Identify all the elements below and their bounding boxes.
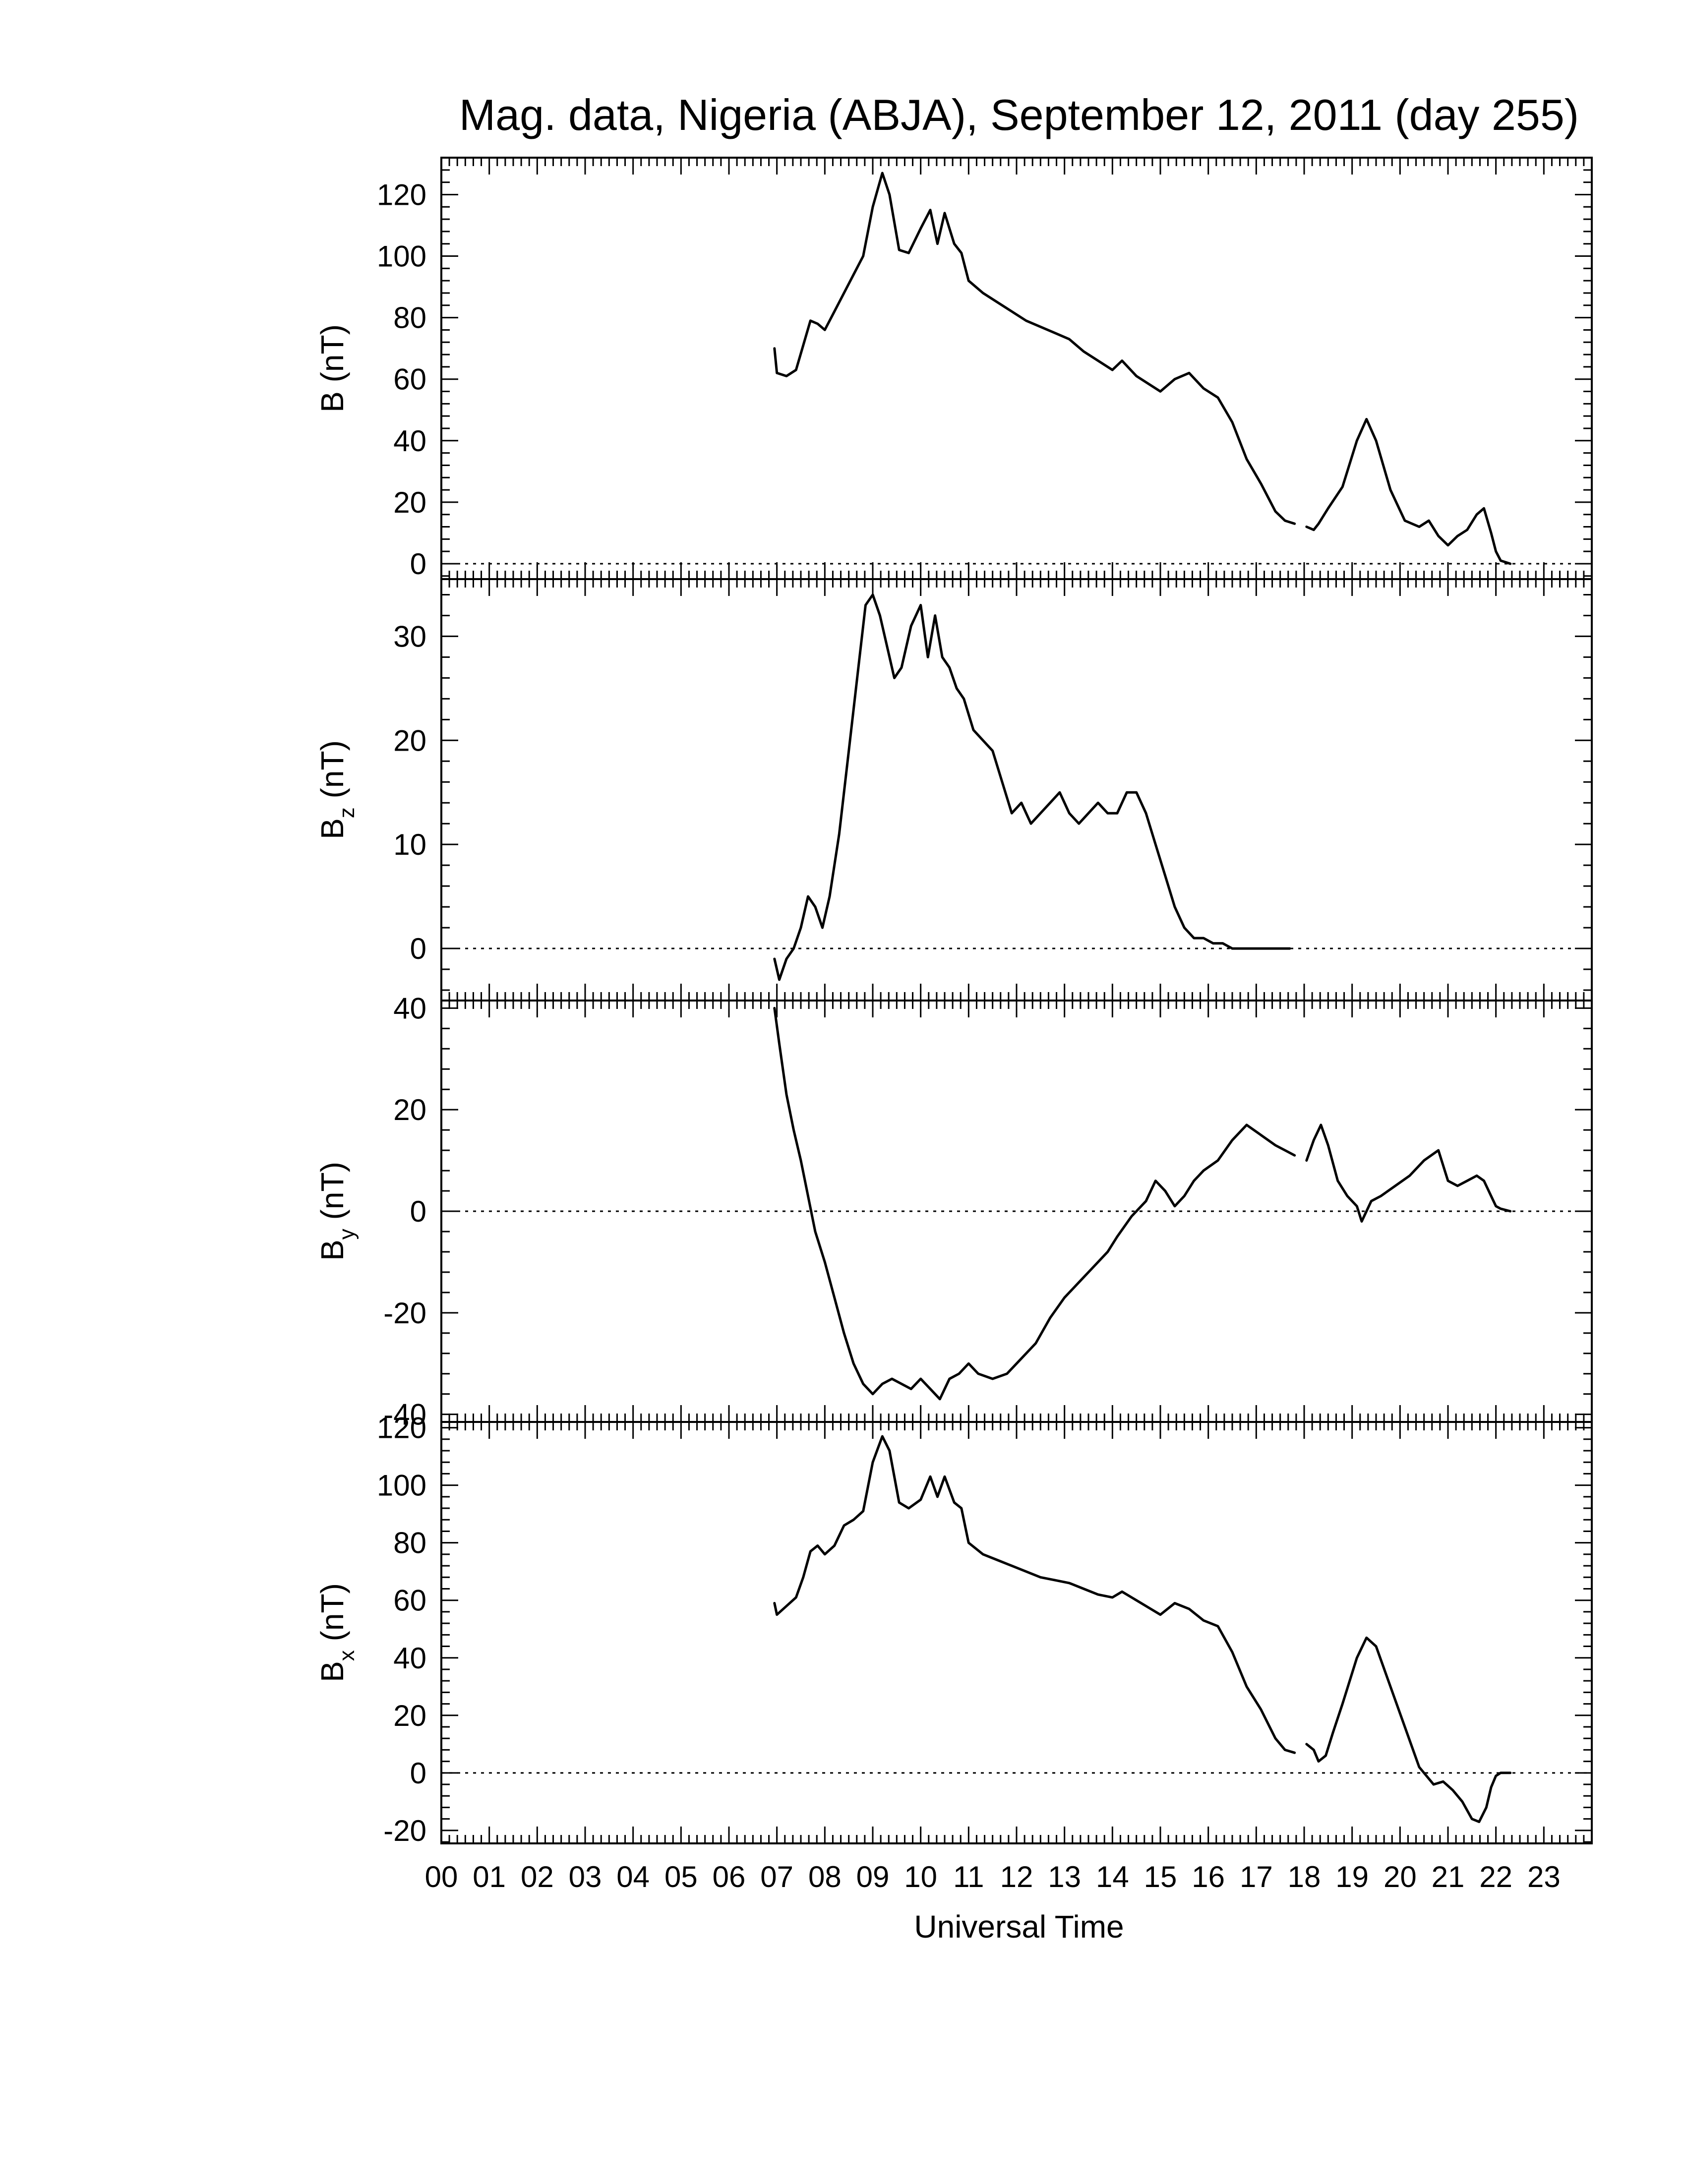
- y-tick-label: 100: [377, 240, 426, 273]
- y-tick-label: 40: [393, 424, 426, 458]
- y-tick-label: 10: [393, 828, 426, 861]
- y-axis-label-unit: (nT): [314, 324, 350, 391]
- y-tick-label: 40: [393, 992, 426, 1025]
- y-tick-label: 80: [393, 1527, 426, 1560]
- x-tick-label: 15: [1144, 1860, 1177, 1893]
- x-tick-label: 19: [1335, 1860, 1369, 1893]
- panel-frame: [440, 157, 1593, 580]
- panel-2: 0 10 20 30 Bz (nT): [314, 578, 1593, 1002]
- x-tick-label: 08: [808, 1860, 842, 1893]
- y-axis-label: B (nT): [314, 324, 350, 413]
- data-line-segment-1: [773, 593, 1291, 981]
- data-line-segment-2: [1305, 1636, 1512, 1823]
- y-tick-label: -20: [383, 1297, 426, 1330]
- y-tick-label: 60: [393, 363, 426, 396]
- data-line-segment-1: [773, 1435, 1296, 1754]
- y-tick-label: 0: [410, 1757, 426, 1790]
- y-tick-label: 60: [393, 1584, 426, 1617]
- y-tick-label: 0: [410, 1195, 426, 1228]
- y-tick-label: 20: [393, 1093, 426, 1126]
- y-axis-label: Bz (nT): [314, 740, 359, 839]
- panel-frame: [440, 1421, 1593, 1844]
- x-tick-label: 06: [713, 1860, 746, 1893]
- y-tick-label: 80: [393, 301, 426, 335]
- y-axis-label: By (nT): [314, 1162, 359, 1261]
- y-tick-label: 30: [393, 620, 426, 653]
- panel-frame: [440, 578, 1593, 1002]
- y-tick-label: 0: [410, 547, 426, 581]
- y-tick-label: 20: [393, 1699, 426, 1732]
- x-axis-label: Universal Time: [914, 1909, 1124, 1945]
- x-tick-label: 14: [1096, 1860, 1129, 1893]
- data-line-segment-1: [773, 1006, 1296, 1401]
- y-axis-label-unit: (nT): [314, 1583, 350, 1650]
- x-tick-label: 04: [616, 1860, 650, 1893]
- y-tick-label: 40: [393, 1642, 426, 1675]
- y-tick-label: 20: [393, 486, 426, 519]
- panel-1: 0 20 40 60 80 100 120 B (nT): [314, 157, 1593, 581]
- data-line-segment-2: [1305, 1123, 1512, 1223]
- y-tick-label: 120: [377, 1412, 426, 1445]
- y-tick-label: -40: [383, 1398, 426, 1431]
- x-tick-label: 07: [760, 1860, 793, 1893]
- y-tick-label: -20: [383, 1814, 426, 1847]
- y-axis-label-unit: (nT): [314, 740, 350, 807]
- y-tick-label: 120: [377, 178, 426, 211]
- y-axis-label-symbol: B: [314, 1240, 350, 1261]
- y-axis-label-symbol: B: [314, 1661, 350, 1682]
- x-tick-label: 02: [521, 1860, 554, 1893]
- data-line-segment-2: [1305, 417, 1512, 565]
- y-tick-label: 100: [377, 1469, 426, 1502]
- x-tick-label: 09: [856, 1860, 890, 1893]
- x-tick-label: 23: [1527, 1860, 1561, 1893]
- x-tick-label: 17: [1240, 1860, 1273, 1893]
- y-tick-label: 0: [410, 932, 426, 965]
- x-tick-label: 13: [1048, 1860, 1081, 1893]
- x-tick-label: 05: [664, 1860, 698, 1893]
- data-line-segment-1: [773, 172, 1296, 525]
- y-tick-label: 20: [393, 724, 426, 757]
- y-axis-label-subscript: y: [335, 1229, 359, 1240]
- x-tick-label: 12: [1000, 1860, 1033, 1893]
- x-tick-label: 16: [1192, 1860, 1225, 1893]
- y-axis-label-subscript: x: [335, 1650, 359, 1661]
- x-tick-label: 03: [569, 1860, 602, 1893]
- x-tick-label: 21: [1432, 1860, 1465, 1893]
- x-tick-label: 20: [1384, 1860, 1417, 1893]
- x-tick-label: 10: [904, 1860, 937, 1893]
- x-tick-label: 00: [425, 1860, 458, 1893]
- y-axis-label-symbol: B: [314, 391, 350, 413]
- x-tick-label: 11: [953, 1860, 984, 1893]
- chart-title: Mag. data, Nigeria (ABJA), September 12,…: [459, 90, 1579, 139]
- y-axis-label-subscript: z: [335, 807, 359, 818]
- x-tick-label: 01: [473, 1860, 506, 1893]
- x-tick-label: 22: [1479, 1860, 1512, 1893]
- x-tick-label: 18: [1288, 1860, 1321, 1893]
- panel-3: -40 -20 0 20 40 By (nT): [314, 992, 1593, 1431]
- panel-4: -20 0 20 40 60 80 100 120 Bx (nT): [314, 1412, 1593, 1847]
- y-axis-label-symbol: B: [314, 818, 350, 839]
- y-axis-label: Bx (nT): [314, 1583, 359, 1682]
- y-axis-label-unit: (nT): [314, 1162, 350, 1229]
